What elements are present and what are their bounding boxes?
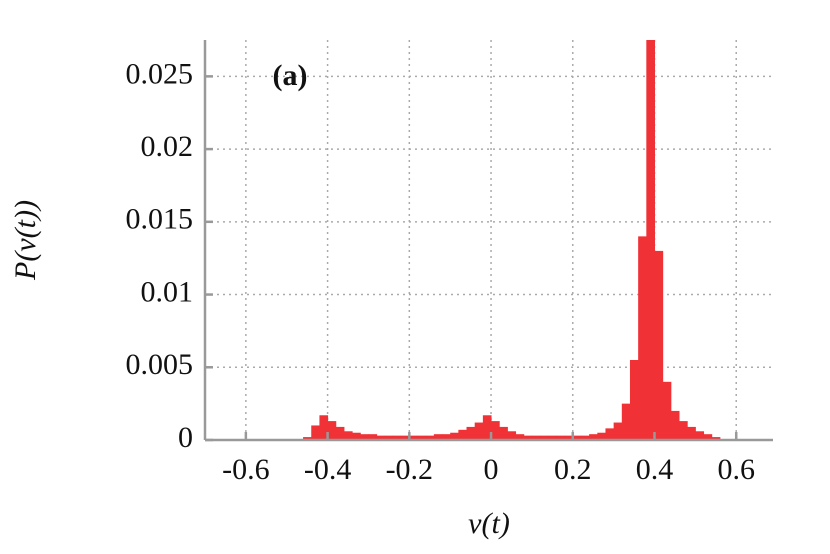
x-axis-label: v(t) bbox=[468, 507, 510, 540]
x-tick-label: 0 bbox=[484, 453, 499, 486]
bar bbox=[679, 421, 688, 440]
axes: -0.6 -0.4 -0.2 0 0.2 0.4 0.6 0 0.005 0.01 0.015 0.0… bbox=[126, 40, 773, 486]
bar bbox=[605, 428, 615, 440]
bar bbox=[572, 435, 582, 440]
bar bbox=[458, 429, 468, 440]
bar bbox=[531, 435, 541, 440]
x-tick-label: -0.6 bbox=[222, 453, 270, 486]
bar bbox=[368, 434, 378, 440]
bar bbox=[703, 434, 713, 440]
bar bbox=[580, 435, 590, 440]
x-tick-label: 0.6 bbox=[717, 453, 755, 486]
bar bbox=[499, 426, 508, 440]
x-tick-label: -0.4 bbox=[304, 453, 352, 486]
bar bbox=[523, 435, 533, 440]
bar bbox=[711, 437, 721, 440]
bar bbox=[540, 435, 549, 440]
bar bbox=[409, 435, 418, 440]
x-tick-label: 0.4 bbox=[636, 453, 674, 486]
bar bbox=[311, 425, 320, 440]
bar bbox=[564, 435, 574, 440]
bar bbox=[687, 426, 696, 440]
bar bbox=[343, 431, 353, 440]
bar bbox=[417, 435, 427, 440]
bar bbox=[662, 381, 672, 440]
bar bbox=[352, 432, 361, 440]
bar bbox=[450, 432, 459, 440]
bar bbox=[646, 40, 655, 440]
bar bbox=[491, 421, 500, 440]
bar bbox=[613, 422, 623, 440]
bar bbox=[425, 435, 435, 440]
bar bbox=[433, 434, 443, 440]
bar bbox=[515, 434, 525, 440]
bar bbox=[466, 426, 476, 440]
panel-label: (a) bbox=[273, 59, 308, 92]
bar bbox=[654, 250, 664, 440]
bar bbox=[303, 437, 312, 440]
bar bbox=[376, 435, 386, 440]
bar bbox=[638, 236, 647, 440]
x-tick-label: -0.2 bbox=[386, 453, 434, 486]
bar bbox=[621, 403, 631, 440]
bar bbox=[695, 431, 705, 440]
bar bbox=[629, 360, 639, 440]
bar bbox=[360, 434, 369, 440]
bar bbox=[401, 435, 410, 440]
y-tick-label: 0.02 bbox=[141, 130, 194, 163]
x-tick-label: 0.2 bbox=[554, 453, 592, 486]
bar bbox=[556, 435, 566, 440]
bar bbox=[442, 434, 451, 440]
y-tick-label: 0.025 bbox=[126, 57, 194, 90]
bar bbox=[507, 431, 517, 440]
y-tick-label: 0.01 bbox=[141, 275, 194, 308]
y-tick-label: 0 bbox=[178, 421, 193, 454]
y-tick-label: 0.005 bbox=[126, 348, 194, 381]
bar bbox=[392, 435, 402, 440]
bar bbox=[670, 410, 680, 440]
bars bbox=[303, 40, 721, 440]
y-axis-label: P(v(t)) bbox=[9, 200, 42, 281]
bar bbox=[327, 421, 337, 440]
grid bbox=[205, 40, 773, 441]
bar bbox=[319, 415, 329, 440]
bar bbox=[482, 415, 492, 440]
bar bbox=[384, 435, 394, 440]
y-tick-label: 0.015 bbox=[126, 203, 194, 236]
bar bbox=[548, 435, 557, 440]
bar bbox=[589, 434, 598, 440]
bar bbox=[335, 426, 345, 440]
bar bbox=[597, 432, 606, 440]
bar bbox=[474, 422, 484, 440]
